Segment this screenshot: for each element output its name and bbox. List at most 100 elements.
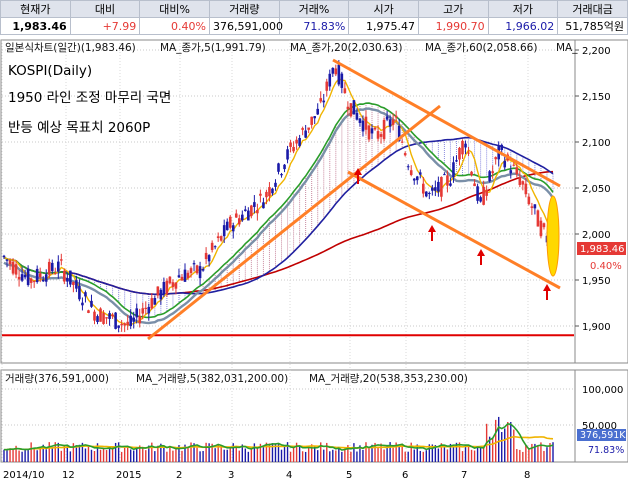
volume-axis — [574, 369, 628, 463]
candle-body — [409, 170, 413, 175]
candle-body — [268, 187, 271, 197]
price-panel[interactable] — [0, 39, 576, 364]
candle-body — [295, 139, 298, 144]
quote-header: 저가 — [487, 0, 559, 18]
ma5-label: MA_종가,5(1,991.79) — [160, 42, 266, 54]
candle-body — [171, 282, 175, 287]
candle-body — [518, 177, 522, 185]
candle-body — [165, 280, 169, 294]
candle-body — [102, 313, 105, 324]
candle-body — [174, 282, 178, 289]
candle-body — [244, 209, 247, 211]
candle-body — [367, 125, 371, 140]
volume-moving-averages — [3, 423, 554, 451]
low-value: 1,966.02 — [487, 17, 559, 35]
candle-body — [63, 270, 66, 282]
candle-body — [228, 216, 232, 228]
candle-body — [370, 128, 374, 134]
volume-percent-value: 71.83% — [278, 17, 350, 35]
candle-body — [382, 119, 386, 140]
candle-body — [388, 119, 392, 127]
candle-body — [132, 317, 136, 322]
candle-body — [265, 191, 268, 198]
candle-body — [213, 246, 217, 248]
candle-body — [183, 269, 187, 282]
candle-body — [283, 164, 286, 170]
candle-body — [72, 282, 75, 285]
candle-body — [467, 152, 470, 154]
buy-arrow-head — [543, 284, 551, 291]
candle-body — [247, 210, 250, 221]
candle-body — [241, 214, 244, 221]
candle-body — [521, 181, 525, 185]
y-tick-label: 2,100 — [582, 138, 611, 149]
buy-arrow-head — [354, 168, 362, 175]
last-price-tag — [577, 242, 626, 255]
candle-body — [222, 225, 226, 237]
candle-body — [319, 98, 323, 102]
candle-body — [93, 311, 96, 321]
candle-body — [437, 181, 440, 192]
candle-body — [292, 146, 295, 152]
candle-body — [524, 183, 528, 195]
candle-body — [485, 189, 488, 196]
candle-body — [349, 103, 353, 117]
candle-body — [14, 264, 18, 275]
candle-body — [443, 174, 446, 176]
candle-body — [41, 279, 45, 282]
candle-body — [129, 315, 132, 327]
candle-body — [307, 127, 310, 130]
candle-body — [385, 116, 389, 120]
candle-body — [126, 321, 129, 326]
candle-body — [29, 278, 33, 283]
x-tick-label: 2015 — [116, 470, 141, 481]
candle-body — [503, 160, 507, 168]
candle-body — [75, 280, 78, 289]
highlight-ellipse — [546, 195, 560, 277]
candle-body — [84, 292, 87, 297]
candle-body — [530, 206, 534, 208]
candle-body — [108, 313, 111, 319]
candle-body — [328, 73, 332, 87]
candle-body — [334, 68, 338, 75]
last-volume-tag-text: 376,591K — [580, 430, 626, 441]
candle-body — [379, 134, 383, 137]
candle-body — [298, 138, 301, 146]
candle-body — [406, 166, 410, 168]
candle-body — [253, 202, 256, 207]
candle-body — [400, 141, 404, 143]
candle-body — [20, 274, 24, 281]
chart-canvas[interactable]: 1,900 1,950 2,000 2,050 2,100 2,150 2,200 100,0… — [0, 34, 628, 483]
candle-body — [53, 273, 57, 275]
volume-tick-label: 50,000 — [582, 421, 617, 432]
candle-body — [458, 147, 461, 160]
candle-body — [403, 153, 407, 156]
candle-body — [415, 176, 419, 181]
candle-body — [346, 106, 350, 110]
candle-body — [60, 259, 63, 261]
candle-body — [8, 260, 12, 265]
candle-body — [515, 167, 519, 175]
downtrend-upper-line — [332, 58, 561, 188]
x-tick-label: 3 — [228, 470, 234, 481]
candle-body — [11, 261, 15, 274]
x-tick-label: 8 — [524, 470, 530, 481]
y-tick-label: 2,050 — [582, 184, 611, 195]
candle-body — [446, 175, 449, 186]
candle-body — [391, 119, 395, 125]
x-axis-labels: 2014/10 12 2015 2 3 4 5 6 7 8 — [3, 470, 530, 481]
candle-body — [186, 272, 190, 279]
candle-body — [316, 108, 320, 115]
candle-body — [337, 64, 341, 85]
candle-body — [412, 178, 416, 181]
ma20-label: MA_종가,20(2,030.63) — [290, 42, 402, 54]
candle-body — [96, 316, 99, 323]
candle-body — [147, 307, 151, 314]
candle-body — [449, 183, 452, 186]
candle-body — [479, 197, 482, 202]
candle-body — [138, 316, 142, 324]
candle-body — [198, 266, 202, 279]
price-indicator-label: 일본식차트(일간)(1,983.46) — [5, 41, 136, 54]
candle-body — [81, 302, 84, 306]
candle-body — [325, 81, 329, 91]
